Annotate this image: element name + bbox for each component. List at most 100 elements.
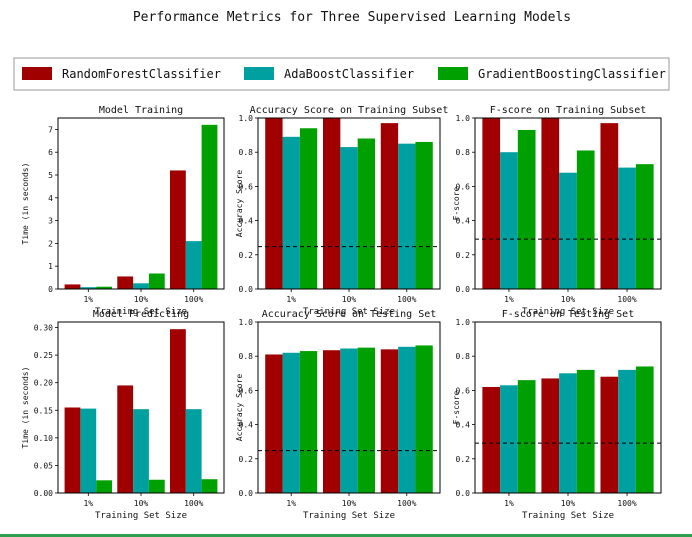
legend-swatch-0	[22, 67, 52, 80]
bar-p2-c1-s2	[576, 150, 595, 289]
bar-p0-c2-s0	[169, 170, 186, 289]
chart-panel-0: 1% 10% 100% 0 1 2 3 4 5 6 7 Model Training Training …	[21, 105, 225, 317]
bar-p4-c1-s2	[357, 347, 375, 493]
bar-p3-c2-s1	[185, 409, 202, 493]
y-tick-label-p1-1: 0.2	[239, 251, 254, 260]
y-tick-label-p5-2: 0.4	[456, 421, 471, 430]
x-tick-label-p0-0: 1%	[83, 295, 93, 304]
y-tick-label-p3-6: 0.30	[34, 324, 53, 333]
panel-title-p5: F-score on Testing Set	[502, 309, 634, 320]
legend-swatch-2	[438, 67, 468, 80]
axes-frame-p5	[474, 321, 662, 494]
panel-title-p2: F-score on Training Subset	[490, 105, 647, 116]
y-tick-label-p2-1: 0.2	[456, 251, 471, 260]
figure-title: Performance Metrics for Three Supervised…	[133, 10, 571, 25]
chart-panel-2: 1% 10% 100% 0.0 0.2 0.4 0.6 0.8 1.0 F-score on Tr…	[452, 105, 662, 317]
y-tick-label-p0-0: 0	[48, 285, 53, 294]
x-tick-label-p3-2: 100%	[184, 499, 203, 508]
bar-p3-c2-s2	[201, 479, 218, 493]
legend-swatch-1	[244, 67, 274, 80]
y-tick-label-p4-0: 0.0	[239, 489, 254, 498]
bottom-accent-line	[0, 534, 692, 537]
y-tick-label-p3-5: 0.25	[34, 351, 53, 360]
panel-title-p0: Model Training	[99, 105, 183, 116]
legend-label-1: AdaBoostClassifier	[284, 67, 414, 81]
y-tick-label-p3-3: 0.15	[34, 406, 53, 415]
y-tick-label-p2-3: 0.6	[456, 182, 471, 191]
x-tick-label-p5-0: 1%	[504, 499, 514, 508]
bar-p3-c0-s1	[80, 408, 97, 493]
bar-p1-c0-s0	[265, 118, 283, 289]
y-tick-label-p4-5: 1.0	[239, 318, 254, 327]
bar-p5-c1-s0	[541, 378, 560, 493]
bar-p1-c1-s2	[357, 138, 375, 289]
x-axis-label-p5: Training Set Size	[522, 511, 614, 521]
y-tick-label-p4-2: 0.4	[239, 421, 254, 430]
y-tick-label-p1-5: 1.0	[239, 114, 254, 123]
x-axis-label-p4: Training Set Size	[303, 511, 395, 521]
axes-frame-p3	[57, 321, 225, 494]
bar-p0-c0-s1	[80, 287, 97, 289]
chart-panel-3: 1% 10% 100% 0.00 0.05 0.10 0.15 0.20 0.25 0.30 Mod…	[21, 309, 225, 521]
y-tick-label-p0-2: 2	[48, 239, 53, 248]
x-tick-label-p3-1: 10%	[134, 499, 149, 508]
bar-p1-c1-s1	[340, 147, 358, 289]
axes-frame-p1	[257, 117, 441, 290]
chart-panel-5: 1% 10% 100% 0.0 0.2 0.4 0.6 0.8 1.0 F-score on Te…	[452, 309, 662, 521]
x-tick-label-p1-2: 100%	[397, 295, 416, 304]
bar-p0-c0-s2	[96, 286, 113, 289]
y-tick-label-p5-0: 0.0	[456, 489, 471, 498]
y-tick-label-p2-5: 1.0	[456, 114, 471, 123]
bar-p5-c2-s2	[635, 366, 654, 493]
y-axis-label-p3: Time (in seconds)	[21, 367, 30, 449]
y-tick-label-p1-3: 0.6	[239, 182, 254, 191]
x-tick-label-p3-0: 1%	[83, 499, 93, 508]
x-tick-label-p4-1: 10%	[342, 499, 357, 508]
y-axis-label-p4: Accuracy Score	[235, 374, 244, 442]
bar-p0-c1-s1	[133, 283, 149, 289]
bar-p1-c2-s2	[415, 141, 433, 289]
bar-p5-c0-s0	[482, 386, 501, 493]
bar-p5-c0-s2	[517, 380, 536, 493]
legend-label-2: GradientBoostingClassifier	[478, 67, 666, 81]
y-tick-label-p4-3: 0.6	[239, 386, 254, 395]
x-axis-label-p3: Training Set Size	[95, 511, 187, 521]
y-tick-label-p0-3: 3	[48, 217, 53, 226]
x-tick-label-p4-2: 100%	[397, 499, 416, 508]
bar-p5-c2-s1	[618, 369, 636, 493]
legend: RandomForestClassifier AdaBoostClassifier…	[13, 57, 670, 91]
bar-p3-c1-s1	[133, 409, 149, 493]
bar-p2-c2-s2	[635, 164, 654, 289]
bar-p3-c1-s0	[117, 385, 134, 493]
bar-p0-c2-s1	[185, 241, 202, 289]
bar-p0-c1-s0	[117, 276, 134, 289]
x-tick-label-p1-1: 10%	[342, 295, 357, 304]
axes-frame-p0	[57, 117, 225, 290]
y-tick-label-p0-1: 1	[48, 262, 53, 271]
y-tick-label-p5-5: 1.0	[456, 318, 471, 327]
y-tick-label-p4-4: 0.8	[239, 352, 254, 361]
x-tick-label-p2-2: 100%	[617, 295, 636, 304]
legend-frame	[13, 57, 670, 91]
x-tick-label-p2-1: 10%	[561, 295, 576, 304]
bar-p4-c0-s1	[282, 352, 300, 493]
y-tick-label-p0-6: 6	[48, 148, 53, 157]
bar-p4-c2-s0	[380, 349, 399, 493]
bar-p2-c2-s1	[618, 167, 636, 289]
x-tick-label-p0-2: 100%	[184, 295, 203, 304]
bar-p4-c2-s2	[415, 345, 433, 493]
y-tick-label-p4-1: 0.2	[239, 455, 254, 464]
x-tick-label-p5-2: 100%	[617, 499, 636, 508]
bar-p2-c0-s0	[482, 118, 501, 289]
bar-p1-c0-s1	[282, 136, 300, 289]
x-tick-label-p4-0: 1%	[286, 499, 296, 508]
panel-title-p4: Accuracy Score on Testing Set	[262, 309, 437, 320]
y-axis-label-p5: F-score	[452, 390, 461, 424]
bar-p3-c1-s2	[148, 479, 165, 493]
axes-frame-p2	[474, 117, 662, 290]
y-tick-label-p0-7: 7	[48, 125, 53, 134]
y-axis-label-p2: F-score	[452, 186, 461, 220]
y-tick-label-p3-0: 0.00	[34, 489, 53, 498]
